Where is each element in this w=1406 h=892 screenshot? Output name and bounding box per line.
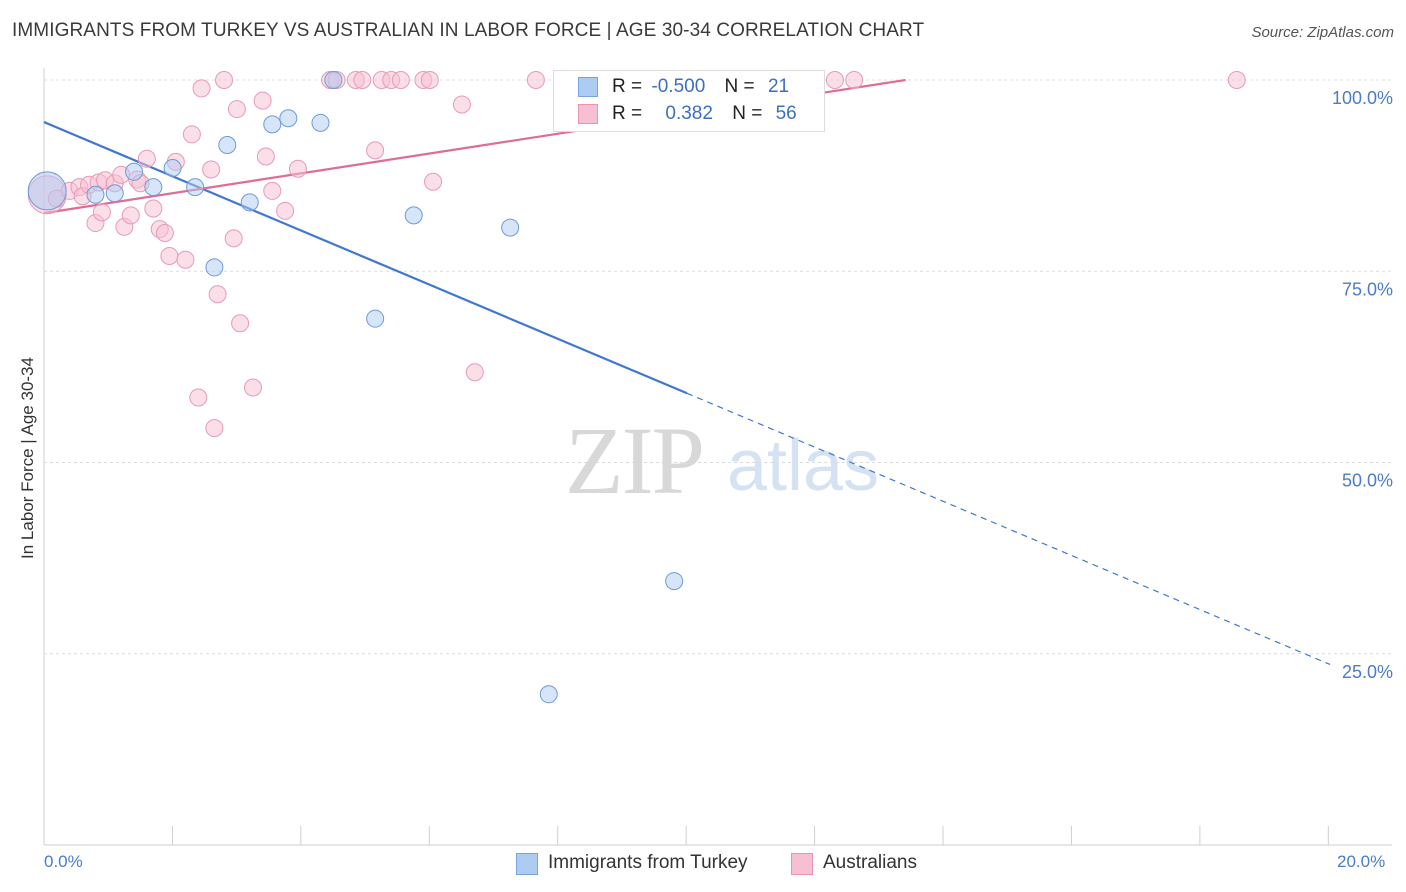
turkey-point [279,109,298,128]
turkey-point [186,178,205,197]
australians-point [208,285,227,304]
turkey-point [125,162,144,181]
legend-n-value: 56 [775,103,797,124]
legend-r-value: -0.500 [651,76,706,97]
y-tick-label-25: 25.0% [1342,662,1393,682]
australians-point [92,203,111,222]
australians-point [825,71,844,89]
legend-swatch-australians [791,853,813,875]
australians-point [243,378,262,397]
turkey-point [324,71,343,89]
australians-point [420,71,439,89]
turkey-point [240,193,259,212]
trend-line-turkey [43,121,688,395]
australians-point [189,388,208,407]
australians-point [182,125,201,144]
y-tick-labels: 25.0% 50.0% 75.0% 100.0% [1332,88,1393,682]
x-tick-label-max: 20.0% [1337,852,1386,871]
australians-point [192,79,211,98]
australians-point [224,229,243,248]
axes [43,68,1392,846]
australians-point [452,95,471,114]
turkey-point [144,178,163,197]
chart-title: IMMIGRANTS FROM TURKEY VS AUSTRALIAN IN … [12,20,925,41]
turkey-point [163,158,182,177]
australians-point [1227,71,1246,89]
legend-r-value: 0.382 [665,103,713,124]
australians-point [137,149,156,168]
trend-line-turkey-projection [686,392,1331,666]
legend-n-label: N = [724,76,755,97]
australians-point [263,181,282,200]
australians-point [276,201,295,220]
turkey-point [263,115,282,134]
gridlines [44,79,1392,655]
australians-point [845,71,864,89]
australians-point [215,71,234,89]
watermark-zip: ZIP [565,407,703,514]
australians-point [366,141,385,160]
australians-point [256,147,275,166]
watermark: ZIP atlas [565,407,879,514]
turkey-point [404,206,423,225]
turkey-point [501,218,520,237]
legend-label-australians: Australians [823,852,917,873]
y-tick-label-100: 100.0% [1332,88,1393,108]
australians-point [144,199,163,218]
turkey-point [311,113,330,132]
australians-point [205,419,224,438]
australians-point [424,172,443,191]
x-tick-label-min: 0.0% [44,852,83,871]
trend-lines [43,78,1331,666]
australians-point [526,71,545,89]
legend-r-label: R = [612,103,643,124]
australians-point [121,206,140,225]
australians-point [391,71,410,89]
legend-n-label: N = [732,103,763,124]
legend-n-value: 21 [767,76,790,97]
australians-point [202,160,221,179]
legend-r-label: R = [612,76,643,97]
stats-legend: R = -0.500 N = 21 R = 0.382 N = 56 [553,70,825,132]
australians-point [465,363,484,382]
australians-point [353,71,372,89]
turkey-point [366,309,385,328]
turkey-point [27,171,67,211]
legend-swatch-turkey [516,853,538,875]
legend-swatch-australians [578,104,598,124]
turkey-point [86,185,105,204]
australians-point [176,250,195,269]
turkey-point [539,685,558,704]
australians-point [160,246,179,265]
australians-point [155,224,174,242]
legend-label-turkey: Immigrants from Turkey [548,852,748,873]
australians-point [231,314,250,333]
legend-swatch-turkey [578,77,598,97]
turkey-point [665,572,684,591]
australians-point [288,159,307,178]
source-label: Source: ZipAtlas.com [1251,24,1394,41]
turkey-point [218,136,237,155]
turkey-points [27,71,684,704]
watermark-atlas: atlas [727,426,879,506]
australians-point [227,100,246,119]
turkey-point [105,184,124,203]
y-tick-label-75: 75.0% [1342,279,1393,299]
turkey-point [205,258,224,277]
y-tick-label-50: 50.0% [1342,471,1393,491]
australians-point [253,91,272,110]
